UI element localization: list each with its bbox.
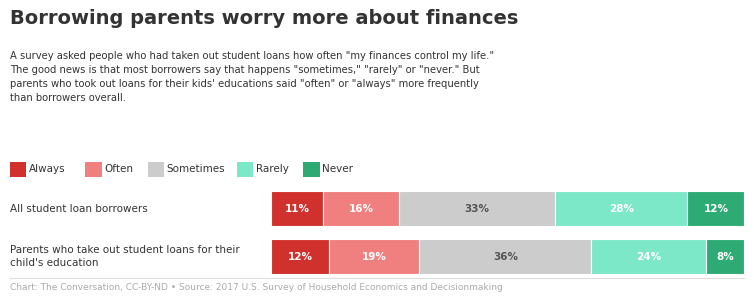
FancyBboxPatch shape xyxy=(271,239,329,274)
Text: Rarely: Rarely xyxy=(256,164,289,175)
Text: 24%: 24% xyxy=(636,251,661,262)
Text: 16%: 16% xyxy=(349,203,374,214)
Text: Parents who take out student loans for their
child's education: Parents who take out student loans for t… xyxy=(10,245,240,268)
Text: 11%: 11% xyxy=(285,203,310,214)
FancyBboxPatch shape xyxy=(237,162,253,177)
Text: Always: Always xyxy=(29,164,66,175)
Text: A survey asked people who had taken out student loans how often "my finances con: A survey asked people who had taken out … xyxy=(10,51,494,103)
FancyBboxPatch shape xyxy=(303,162,320,177)
FancyBboxPatch shape xyxy=(148,162,164,177)
Text: 8%: 8% xyxy=(716,251,734,262)
FancyBboxPatch shape xyxy=(688,191,744,226)
Text: 33%: 33% xyxy=(464,203,489,214)
Text: All student loan borrowers: All student loan borrowers xyxy=(10,203,148,214)
FancyBboxPatch shape xyxy=(706,239,744,274)
Text: Never: Never xyxy=(322,164,353,175)
FancyBboxPatch shape xyxy=(329,239,419,274)
Text: 28%: 28% xyxy=(608,203,634,214)
FancyBboxPatch shape xyxy=(10,162,26,177)
FancyBboxPatch shape xyxy=(555,191,688,226)
Text: 12%: 12% xyxy=(703,203,728,214)
Text: Often: Often xyxy=(104,164,133,175)
FancyBboxPatch shape xyxy=(591,239,706,274)
FancyBboxPatch shape xyxy=(85,162,102,177)
Text: 19%: 19% xyxy=(362,251,387,262)
FancyBboxPatch shape xyxy=(399,191,555,226)
Text: 12%: 12% xyxy=(287,251,313,262)
Text: Sometimes: Sometimes xyxy=(167,164,225,175)
FancyBboxPatch shape xyxy=(323,191,399,226)
Text: 36%: 36% xyxy=(493,251,518,262)
Text: Borrowing parents worry more about finances: Borrowing parents worry more about finan… xyxy=(10,9,518,28)
FancyBboxPatch shape xyxy=(271,191,323,226)
Text: Chart: The Conversation, CC-BY-ND • Source: 2017 U.S. Survey of Household Econom: Chart: The Conversation, CC-BY-ND • Sour… xyxy=(10,284,503,292)
FancyBboxPatch shape xyxy=(419,239,591,274)
